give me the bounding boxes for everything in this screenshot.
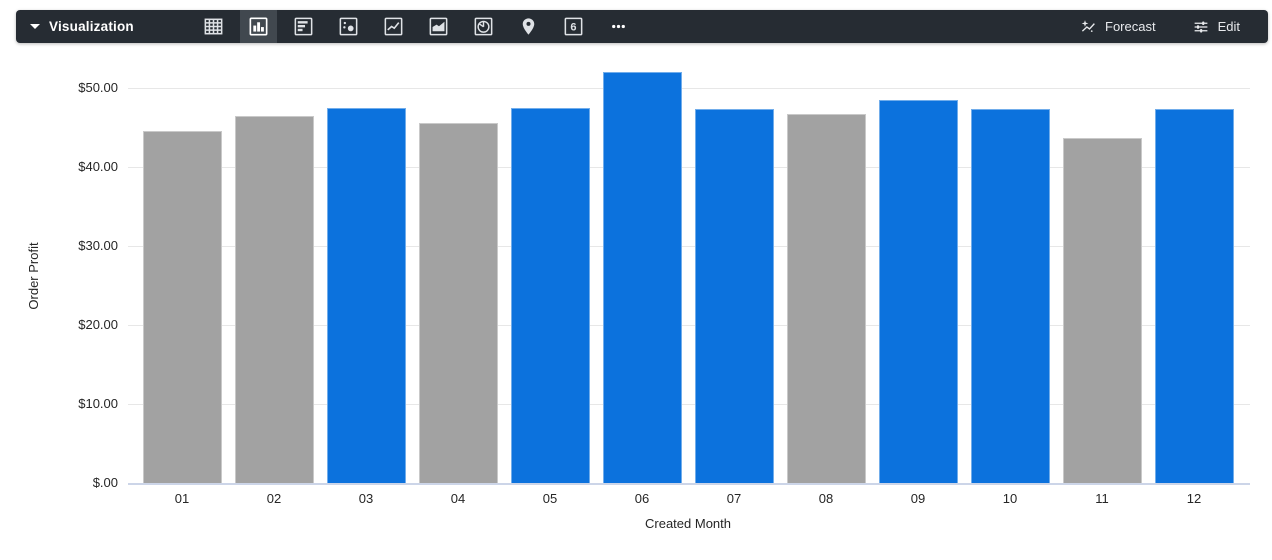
grid-line: [128, 246, 1250, 247]
forecast-button[interactable]: Forecast: [1073, 10, 1162, 43]
x-tick-label: 12: [1186, 491, 1202, 506]
x-tick-label: 11: [1095, 491, 1109, 506]
single-value-glyph: 6: [570, 22, 576, 34]
y-tick-label: $.00: [92, 475, 118, 490]
tool-area-chart[interactable]: [420, 10, 457, 43]
chart-type-switcher: 6: [195, 10, 645, 43]
y-tick-label: $20.00: [78, 317, 118, 332]
caret-down-icon: [30, 24, 40, 29]
tool-column-chart[interactable]: [239, 10, 277, 43]
line-chart-icon: [384, 17, 403, 36]
area-chart-icon: [429, 17, 448, 36]
tool-line-chart[interactable]: [375, 10, 412, 43]
tool-scatter-chart[interactable]: [330, 10, 367, 43]
x-tick-label: 06: [634, 491, 650, 506]
x-axis-title: Created Month: [645, 516, 731, 531]
x-tick-label: 04: [450, 491, 466, 506]
x-axis-line: [128, 483, 1250, 485]
y-axis-title: Order Profit: [26, 242, 41, 310]
x-tick-label: 03: [358, 491, 374, 506]
bar-12[interactable]: [1154, 109, 1234, 483]
bar-06[interactable]: [602, 72, 682, 483]
tool-map[interactable]: [510, 10, 547, 43]
visualization-toolbar: Visualization: [16, 10, 1268, 43]
bar-07[interactable]: [694, 109, 774, 483]
scatter-chart-icon: [339, 17, 358, 36]
y-tick-label: $30.00: [78, 238, 118, 253]
edit-button[interactable]: Edit: [1186, 10, 1246, 43]
x-tick-label: 08: [818, 491, 834, 506]
map-pin-icon: [522, 18, 535, 35]
x-tick-label: 07: [726, 491, 742, 506]
grid-line: [128, 325, 1250, 326]
x-tick-label: 10: [1002, 491, 1018, 506]
bar-02[interactable]: [234, 116, 314, 483]
y-tick-label: $50.00: [78, 80, 118, 95]
bar-03[interactable]: [326, 107, 406, 483]
bar-05[interactable]: [510, 107, 590, 483]
y-tick-label: $40.00: [78, 159, 118, 174]
ellipsis-icon: [611, 24, 625, 29]
tool-table[interactable]: [195, 10, 232, 43]
panel-title: Visualization: [49, 19, 134, 34]
visualization-collapse-button[interactable]: Visualization: [16, 10, 146, 43]
bar-09[interactable]: [878, 99, 958, 483]
x-tick-label: 09: [910, 491, 926, 506]
forecast-label: Forecast: [1105, 19, 1156, 34]
bar-04[interactable]: [418, 122, 498, 483]
grid-line: [128, 88, 1250, 89]
grid-line: [128, 167, 1250, 168]
forecast-icon: [1081, 19, 1095, 32]
single-value-icon: 6: [564, 17, 583, 36]
bar-chart-icon: [294, 17, 313, 36]
edit-label: Edit: [1217, 19, 1240, 34]
sliders-icon: [1194, 20, 1207, 33]
bar-08[interactable]: [786, 114, 866, 483]
tool-pie-chart[interactable]: [465, 10, 502, 43]
bar-01[interactable]: [142, 131, 222, 483]
tool-bar-chart[interactable]: [285, 10, 322, 43]
column-chart-icon: [249, 17, 268, 36]
table-icon: [204, 18, 223, 35]
x-tick-label: 05: [542, 491, 558, 506]
y-tick-label: $10.00: [78, 396, 118, 411]
tool-single-value[interactable]: 6: [555, 10, 592, 43]
grid-line: [128, 404, 1250, 405]
x-tick-label: 01: [174, 491, 190, 506]
pie-chart-icon: [474, 17, 493, 36]
bar-10[interactable]: [970, 108, 1050, 483]
tool-more-options[interactable]: [600, 10, 637, 43]
x-tick-label: 02: [266, 491, 282, 506]
bar-11[interactable]: [1062, 137, 1142, 483]
